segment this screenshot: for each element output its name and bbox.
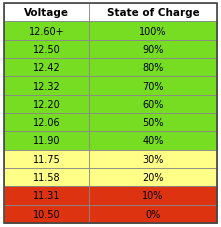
Bar bbox=[89, 114, 217, 132]
Text: 10.50: 10.50 bbox=[33, 209, 60, 219]
Bar bbox=[89, 22, 217, 41]
Text: 70%: 70% bbox=[142, 81, 164, 91]
Text: 12.32: 12.32 bbox=[33, 81, 61, 91]
Text: 40%: 40% bbox=[142, 136, 164, 146]
Bar bbox=[4, 150, 89, 168]
Bar bbox=[89, 150, 217, 168]
Text: 12.06: 12.06 bbox=[33, 118, 60, 128]
Bar bbox=[4, 132, 89, 150]
Text: 10%: 10% bbox=[142, 191, 164, 200]
Text: 50%: 50% bbox=[142, 118, 164, 128]
Text: 11.58: 11.58 bbox=[33, 172, 60, 182]
Bar bbox=[4, 77, 89, 95]
Bar bbox=[4, 22, 89, 41]
Text: 11.90: 11.90 bbox=[33, 136, 60, 146]
Bar bbox=[89, 4, 217, 22]
Text: Voltage: Voltage bbox=[24, 8, 69, 18]
Bar bbox=[4, 95, 89, 114]
Text: 12.42: 12.42 bbox=[33, 63, 61, 73]
Text: 0%: 0% bbox=[145, 209, 161, 219]
Bar bbox=[89, 132, 217, 150]
Bar bbox=[89, 95, 217, 114]
Bar bbox=[89, 186, 217, 205]
Bar bbox=[4, 168, 89, 186]
Text: 60%: 60% bbox=[142, 99, 164, 109]
Bar bbox=[89, 205, 217, 223]
Bar bbox=[89, 59, 217, 77]
Bar bbox=[4, 41, 89, 59]
Bar bbox=[4, 4, 89, 22]
Text: 80%: 80% bbox=[142, 63, 164, 73]
Bar bbox=[4, 59, 89, 77]
Bar bbox=[89, 41, 217, 59]
Text: 12.50: 12.50 bbox=[33, 45, 61, 55]
Text: 12.20: 12.20 bbox=[33, 99, 61, 109]
Bar bbox=[89, 168, 217, 186]
Text: 100%: 100% bbox=[139, 27, 167, 36]
Text: 20%: 20% bbox=[142, 172, 164, 182]
Bar bbox=[4, 205, 89, 223]
Text: 12.60+: 12.60+ bbox=[29, 27, 64, 36]
Text: State of Charge: State of Charge bbox=[107, 8, 200, 18]
Text: 90%: 90% bbox=[142, 45, 164, 55]
Text: 11.31: 11.31 bbox=[33, 191, 60, 200]
Text: 30%: 30% bbox=[142, 154, 164, 164]
Bar bbox=[4, 186, 89, 205]
Bar bbox=[4, 114, 89, 132]
Text: 11.75: 11.75 bbox=[33, 154, 61, 164]
Bar bbox=[89, 77, 217, 95]
